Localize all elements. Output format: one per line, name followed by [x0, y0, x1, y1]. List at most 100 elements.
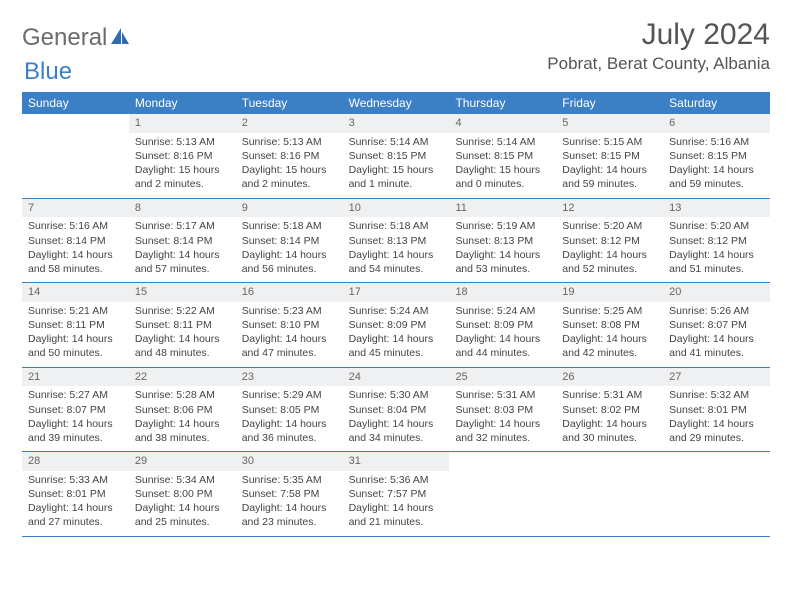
day-sunrise: Sunrise: 5:14 AM	[455, 135, 550, 149]
day-dl2: and 59 minutes.	[669, 177, 764, 191]
day-body: Sunrise: 5:35 AMSunset: 7:58 PMDaylight:…	[236, 471, 343, 536]
day-sunrise: Sunrise: 5:26 AM	[669, 304, 764, 318]
day-cell: 23Sunrise: 5:29 AMSunset: 8:05 PMDayligh…	[236, 368, 343, 452]
day-dl2: and 53 minutes.	[455, 262, 550, 276]
day-sunrise: Sunrise: 5:34 AM	[135, 473, 230, 487]
day-sunset: Sunset: 8:14 PM	[242, 234, 337, 248]
day-dl1: Daylight: 14 hours	[242, 248, 337, 262]
day-dl1: Daylight: 14 hours	[135, 248, 230, 262]
day-dl2: and 0 minutes.	[455, 177, 550, 191]
day-cell: 7Sunrise: 5:16 AMSunset: 8:14 PMDaylight…	[22, 199, 129, 283]
day-body: Sunrise: 5:21 AMSunset: 8:11 PMDaylight:…	[22, 302, 129, 367]
day-dl1: Daylight: 14 hours	[349, 501, 444, 515]
dow-saturday: Saturday	[663, 92, 770, 114]
day-dl1: Daylight: 14 hours	[562, 417, 657, 431]
day-body: Sunrise: 5:27 AMSunset: 8:07 PMDaylight:…	[22, 386, 129, 451]
day-sunrise: Sunrise: 5:16 AM	[28, 219, 123, 233]
day-body: Sunrise: 5:29 AMSunset: 8:05 PMDaylight:…	[236, 386, 343, 451]
day-body: Sunrise: 5:30 AMSunset: 8:04 PMDaylight:…	[343, 386, 450, 451]
day-body: Sunrise: 5:24 AMSunset: 8:09 PMDaylight:…	[343, 302, 450, 367]
day-dl2: and 58 minutes.	[28, 262, 123, 276]
day-sunset: Sunset: 8:15 PM	[669, 149, 764, 163]
day-cell: 17Sunrise: 5:24 AMSunset: 8:09 PMDayligh…	[343, 283, 450, 367]
day-number: 28	[22, 452, 129, 471]
day-number: 12	[556, 199, 663, 218]
day-dl1: Daylight: 14 hours	[135, 417, 230, 431]
day-cell: 16Sunrise: 5:23 AMSunset: 8:10 PMDayligh…	[236, 283, 343, 367]
day-cell: 27Sunrise: 5:32 AMSunset: 8:01 PMDayligh…	[663, 368, 770, 452]
day-cell: 18Sunrise: 5:24 AMSunset: 8:09 PMDayligh…	[449, 283, 556, 367]
day-number: 15	[129, 283, 236, 302]
day-dl2: and 56 minutes.	[242, 262, 337, 276]
week-row: 7Sunrise: 5:16 AMSunset: 8:14 PMDaylight…	[22, 199, 770, 284]
day-body: Sunrise: 5:36 AMSunset: 7:57 PMDaylight:…	[343, 471, 450, 536]
day-cell: 11Sunrise: 5:19 AMSunset: 8:13 PMDayligh…	[449, 199, 556, 283]
day-dl1: Daylight: 14 hours	[669, 332, 764, 346]
day-cell: 30Sunrise: 5:35 AMSunset: 7:58 PMDayligh…	[236, 452, 343, 536]
day-dl1: Daylight: 15 hours	[135, 163, 230, 177]
day-body: Sunrise: 5:20 AMSunset: 8:12 PMDaylight:…	[663, 217, 770, 282]
day-cell-empty	[556, 452, 663, 536]
day-number: 19	[556, 283, 663, 302]
day-sunset: Sunset: 8:05 PM	[242, 403, 337, 417]
day-dl2: and 36 minutes.	[242, 431, 337, 445]
day-dl1: Daylight: 14 hours	[135, 501, 230, 515]
day-body: Sunrise: 5:18 AMSunset: 8:14 PMDaylight:…	[236, 217, 343, 282]
day-dl1: Daylight: 14 hours	[28, 248, 123, 262]
day-sunset: Sunset: 8:03 PM	[455, 403, 550, 417]
day-dl2: and 42 minutes.	[562, 346, 657, 360]
day-dl2: and 29 minutes.	[669, 431, 764, 445]
day-sunrise: Sunrise: 5:36 AM	[349, 473, 444, 487]
day-sunrise: Sunrise: 5:24 AM	[455, 304, 550, 318]
day-number: 3	[343, 114, 450, 133]
day-body: Sunrise: 5:15 AMSunset: 8:15 PMDaylight:…	[556, 133, 663, 198]
day-number: 22	[129, 368, 236, 387]
day-dl1: Daylight: 14 hours	[135, 332, 230, 346]
day-number: 4	[449, 114, 556, 133]
day-number: 18	[449, 283, 556, 302]
dow-tuesday: Tuesday	[236, 92, 343, 114]
day-number: 1	[129, 114, 236, 133]
week-row: 21Sunrise: 5:27 AMSunset: 8:07 PMDayligh…	[22, 368, 770, 453]
day-sunset: Sunset: 8:07 PM	[669, 318, 764, 332]
day-body: Sunrise: 5:31 AMSunset: 8:02 PMDaylight:…	[556, 386, 663, 451]
day-cell-empty	[663, 452, 770, 536]
week-row: 28Sunrise: 5:33 AMSunset: 8:01 PMDayligh…	[22, 452, 770, 537]
day-sunrise: Sunrise: 5:16 AM	[669, 135, 764, 149]
day-sunrise: Sunrise: 5:28 AM	[135, 388, 230, 402]
day-cell-empty	[449, 452, 556, 536]
day-cell: 6Sunrise: 5:16 AMSunset: 8:15 PMDaylight…	[663, 114, 770, 198]
day-number: 14	[22, 283, 129, 302]
day-sunrise: Sunrise: 5:29 AM	[242, 388, 337, 402]
day-sunrise: Sunrise: 5:25 AM	[562, 304, 657, 318]
day-cell: 14Sunrise: 5:21 AMSunset: 8:11 PMDayligh…	[22, 283, 129, 367]
day-dl2: and 1 minute.	[349, 177, 444, 191]
day-cell-empty	[22, 114, 129, 198]
day-dl2: and 23 minutes.	[242, 515, 337, 529]
day-number: 29	[129, 452, 236, 471]
day-cell: 28Sunrise: 5:33 AMSunset: 8:01 PMDayligh…	[22, 452, 129, 536]
day-sunrise: Sunrise: 5:32 AM	[669, 388, 764, 402]
calendar: Sunday Monday Tuesday Wednesday Thursday…	[22, 92, 770, 537]
day-body: Sunrise: 5:16 AMSunset: 8:15 PMDaylight:…	[663, 133, 770, 198]
day-dl2: and 59 minutes.	[562, 177, 657, 191]
day-sunrise: Sunrise: 5:27 AM	[28, 388, 123, 402]
day-cell: 31Sunrise: 5:36 AMSunset: 7:57 PMDayligh…	[343, 452, 450, 536]
day-body: Sunrise: 5:18 AMSunset: 8:13 PMDaylight:…	[343, 217, 450, 282]
day-sunset: Sunset: 8:16 PM	[135, 149, 230, 163]
day-sunset: Sunset: 8:13 PM	[455, 234, 550, 248]
day-sunset: Sunset: 8:10 PM	[242, 318, 337, 332]
day-dl2: and 32 minutes.	[455, 431, 550, 445]
day-number: 31	[343, 452, 450, 471]
day-cell: 8Sunrise: 5:17 AMSunset: 8:14 PMDaylight…	[129, 199, 236, 283]
day-dl1: Daylight: 14 hours	[669, 163, 764, 177]
day-sunrise: Sunrise: 5:20 AM	[562, 219, 657, 233]
day-sunset: Sunset: 8:12 PM	[562, 234, 657, 248]
day-cell: 22Sunrise: 5:28 AMSunset: 8:06 PMDayligh…	[129, 368, 236, 452]
day-dl2: and 25 minutes.	[135, 515, 230, 529]
day-number: 20	[663, 283, 770, 302]
day-body: Sunrise: 5:19 AMSunset: 8:13 PMDaylight:…	[449, 217, 556, 282]
day-number: 17	[343, 283, 450, 302]
day-number: 24	[343, 368, 450, 387]
day-body: Sunrise: 5:13 AMSunset: 8:16 PMDaylight:…	[236, 133, 343, 198]
